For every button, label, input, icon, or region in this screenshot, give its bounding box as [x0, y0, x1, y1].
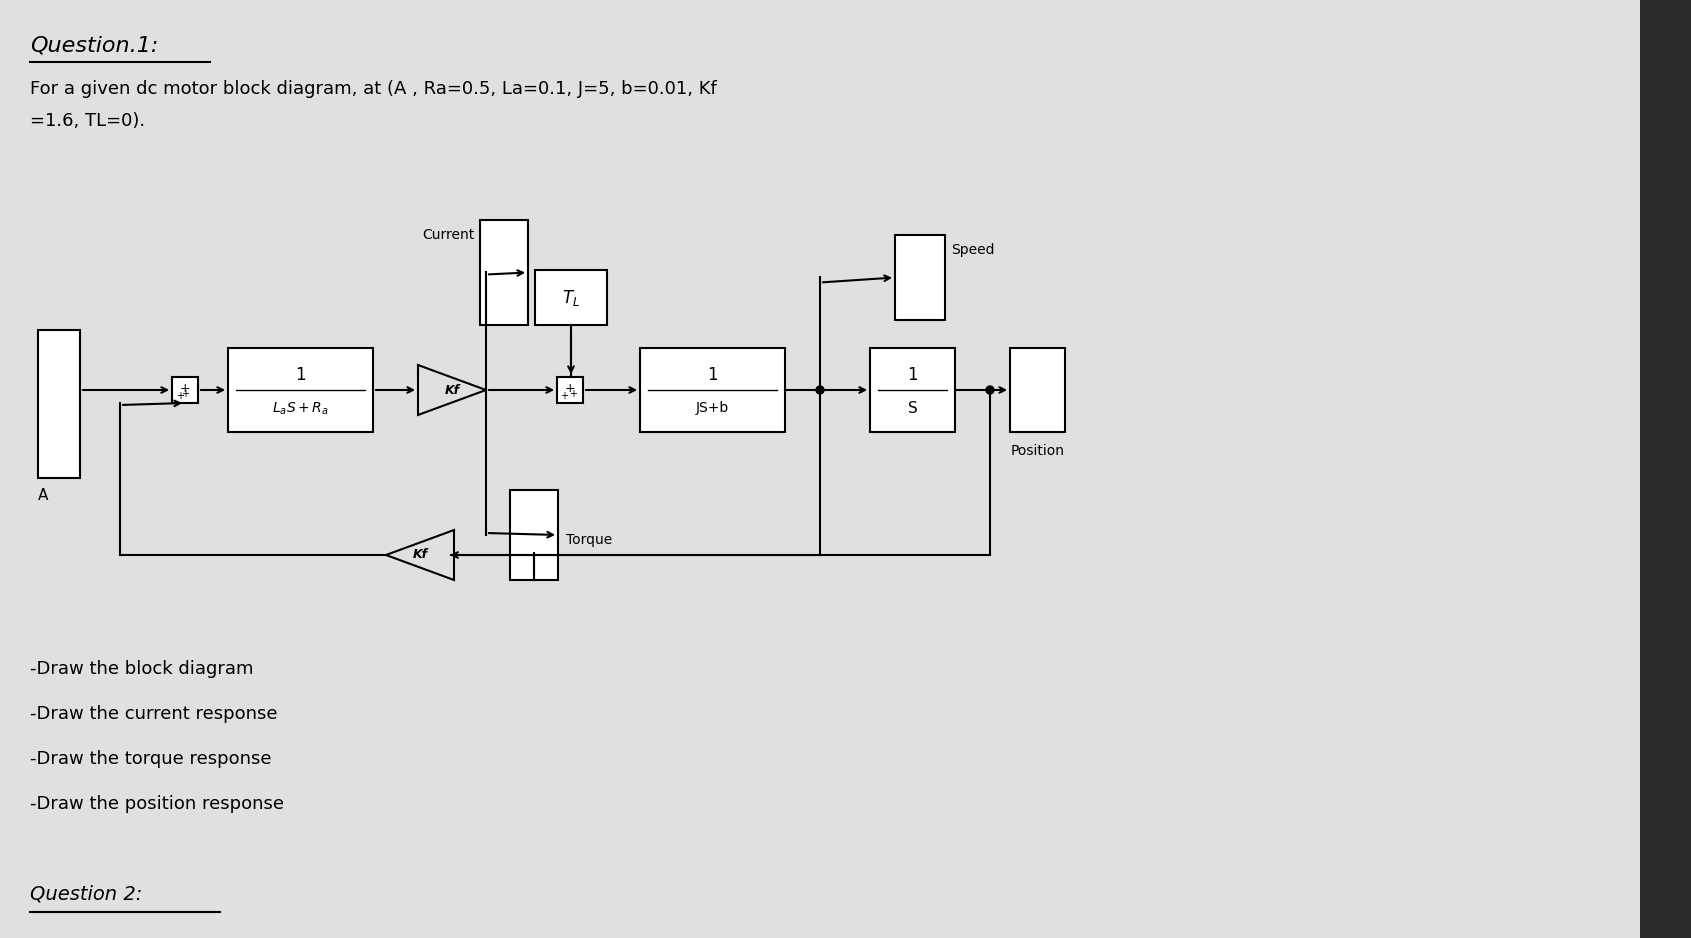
Text: Question.1:: Question.1:: [30, 35, 159, 55]
Text: Torque: Torque: [566, 533, 612, 547]
Bar: [869, 348, 955, 432]
Text: +: +: [565, 383, 575, 396]
Bar: [556, 377, 583, 403]
Text: S: S: [908, 401, 918, 416]
Text: -Draw the block diagram: -Draw the block diagram: [30, 660, 254, 678]
Text: $T_L$: $T_L$: [561, 288, 580, 308]
Bar: [1010, 348, 1065, 432]
Text: +: +: [176, 391, 184, 401]
Bar: [228, 348, 374, 432]
Text: Position: Position: [1011, 444, 1065, 458]
Text: Kf: Kf: [413, 549, 428, 562]
Bar: [37, 330, 79, 478]
Text: Speed: Speed: [950, 243, 994, 257]
Bar: [1640, 0, 1691, 938]
Text: =1.6, TL=0).: =1.6, TL=0).: [30, 112, 145, 130]
Bar: [480, 220, 528, 325]
Text: +: +: [568, 389, 577, 399]
Bar: [639, 348, 785, 432]
Text: Current: Current: [423, 228, 475, 242]
Bar: [511, 490, 558, 580]
Text: For a given dc motor block diagram, at (A , Ra=0.5, La=0.1, J=5, b=0.01, Kf: For a given dc motor block diagram, at (…: [30, 80, 717, 98]
Text: 1: 1: [906, 366, 918, 384]
Text: 1: 1: [296, 366, 306, 384]
Circle shape: [986, 386, 994, 394]
Text: +: +: [560, 391, 568, 401]
Text: +: +: [179, 383, 191, 396]
Text: -Draw the position response: -Draw the position response: [30, 795, 284, 813]
Circle shape: [817, 386, 824, 394]
Bar: [895, 235, 945, 320]
Text: Question 2:: Question 2:: [30, 885, 142, 904]
Text: -Draw the current response: -Draw the current response: [30, 705, 277, 723]
Text: $L_aS+R_a$: $L_aS+R_a$: [272, 401, 330, 416]
Text: 1: 1: [707, 366, 717, 384]
Text: +: +: [181, 389, 189, 399]
Text: Kf: Kf: [445, 384, 460, 397]
Text: A: A: [37, 488, 47, 503]
Bar: [172, 377, 198, 403]
Text: JS+b: JS+b: [697, 401, 729, 416]
Bar: [534, 270, 607, 325]
Text: -Draw the torque response: -Draw the torque response: [30, 750, 272, 768]
